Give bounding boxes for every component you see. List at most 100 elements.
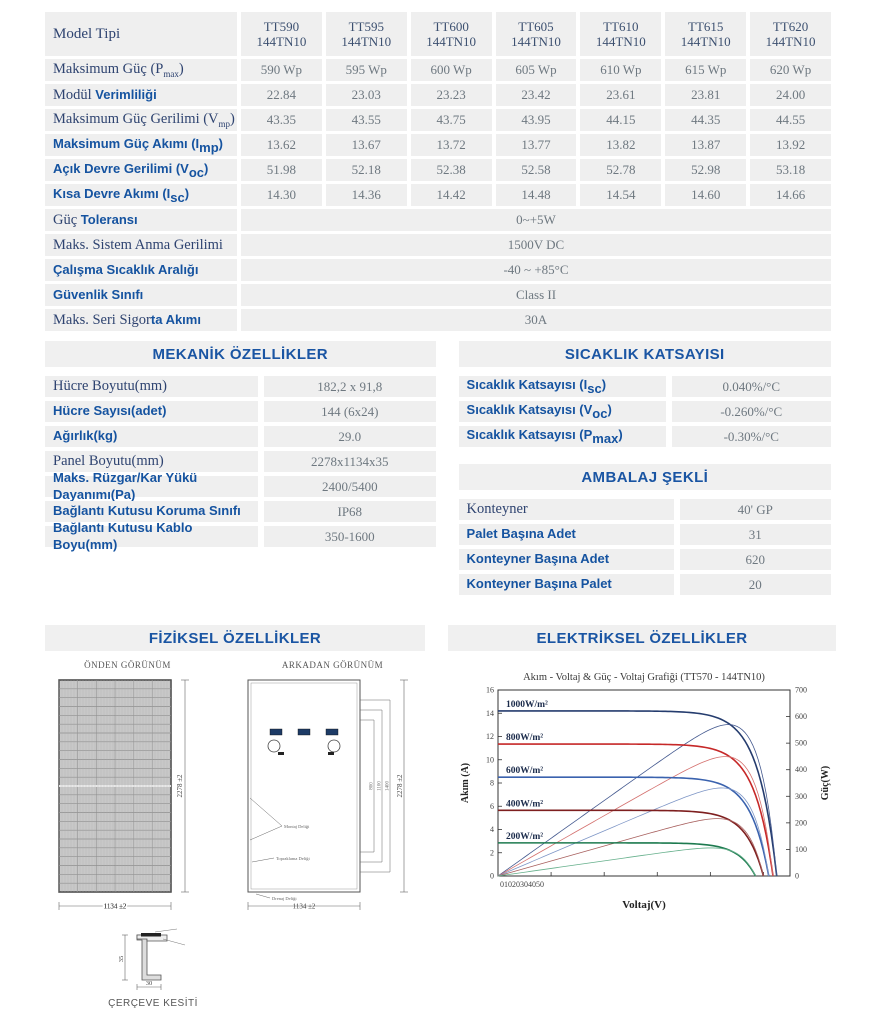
- spec-row-value: 144 (6x24): [264, 401, 436, 422]
- spec-value-cell: 52.58: [495, 159, 577, 181]
- spec-row: Konteyner 40' GP: [458, 499, 831, 520]
- spec-row-label: Maks. Sistem Anma Gerilimi: [45, 234, 237, 256]
- spec-row: Panel Boyutu(mm) 2278x1134x35: [45, 451, 436, 472]
- spec-value-cell: 14.30: [241, 184, 322, 206]
- frame-section-block: 35 30 ÇERÇEVE KESİTİ: [93, 927, 425, 1009]
- spec-row: Konteyner Başına Adet 620: [458, 549, 831, 570]
- spec-value-cell: 44.15: [580, 109, 662, 131]
- svg-text:Montaj Deliği: Montaj Deliği: [284, 824, 310, 829]
- spec-value-cell: 14.60: [665, 184, 747, 206]
- spec-value-cell: 14.42: [410, 184, 492, 206]
- svg-text:1100: 1100: [378, 781, 383, 791]
- svg-text:35: 35: [118, 956, 125, 963]
- spec-row: Modül Verimliliği 22.84 23.03 23.23 23.42 23.…: [45, 84, 831, 106]
- svg-text:1134 ±2: 1134 ±2: [104, 903, 127, 911]
- spec-row: Palet Başına Adet 31: [458, 524, 831, 545]
- svg-text:01020304050: 01020304050: [500, 880, 544, 889]
- spec-row-label: Çalışma Sıcaklık Aralığı: [45, 259, 237, 281]
- svg-text:200W/m²: 200W/m²: [506, 832, 543, 842]
- svg-text:500: 500: [795, 739, 807, 748]
- spec-value-cell: 14.66: [750, 184, 831, 206]
- spec-value-cell: 24.00: [750, 84, 831, 106]
- spec-value-cell: 43.75: [410, 109, 492, 131]
- svg-text:Akım - Voltaj & Güç - Voltaj G: Akım - Voltaj & Güç - Voltaj Grafiği (TT…: [523, 672, 765, 683]
- temperature-table: Sıcaklık Katsayısı (Isc) 0.040%/°C Sıcaklı…: [458, 376, 831, 447]
- svg-text:16: 16: [486, 686, 494, 695]
- spec-value-cell: 13.77: [495, 134, 577, 156]
- svg-text:400: 400: [795, 765, 807, 774]
- spec-row: Maksimum Güç Akımı (Imp) 13.62 13.67 13.72 1…: [45, 134, 831, 156]
- spec-value-cell: 52.98: [665, 159, 747, 181]
- spec-value-cell: 23.23: [410, 84, 492, 106]
- spec-value-cell: 23.42: [495, 84, 577, 106]
- spec-value-cell: 595 Wp: [325, 59, 407, 81]
- model-column-header: TT600 144TN10: [410, 12, 492, 56]
- spec-span-value: 0~+5W: [241, 209, 831, 231]
- model-table-header-label: Model Tipi: [45, 12, 237, 56]
- spec-row-value: 2278x1134x35: [264, 451, 436, 472]
- spec-row: Sıcaklık Katsayısı (Pmax) -0.30%/°C: [458, 426, 831, 447]
- spec-row-label: Konteyner Başına Adet: [458, 549, 674, 570]
- spec-value-cell: 23.03: [325, 84, 407, 106]
- svg-text:800: 800: [370, 782, 375, 790]
- spec-value-cell: 615 Wp: [665, 59, 747, 81]
- frame-section-caption: ÇERÇEVE KESİTİ: [108, 998, 198, 1009]
- spec-row-label: Hücre Sayısı(adet): [45, 401, 258, 422]
- spec-row-value: 40' GP: [679, 499, 831, 520]
- spec-row-label: Güvenlik Sınıfı: [45, 284, 237, 306]
- spec-row-label: Kısa Devre Akımı (Isc): [45, 184, 237, 206]
- svg-text:30: 30: [146, 980, 153, 987]
- svg-text:Güç(W): Güç(W): [820, 766, 831, 800]
- model-spec-table: Model Tipi TT590 144TN10 TT595 144TN10 TT600 1…: [45, 12, 831, 331]
- svg-text:600W/m²: 600W/m²: [506, 766, 543, 776]
- spec-row-label: Maksimum Güç Gerilimi (Vmp): [45, 109, 237, 131]
- spec-row: Sıcaklık Katsayısı (Voc) -0.260%/°C: [458, 401, 831, 422]
- spec-row: Kısa Devre Akımı (Isc) 14.30 14.36 14.42 14.…: [45, 184, 831, 206]
- svg-text:8: 8: [490, 779, 494, 788]
- spec-span-row: Maks. Seri Sigorta Akımı 30A: [45, 309, 831, 331]
- rear-view-label: ARKADAN GÖRÜNÜM: [281, 660, 384, 670]
- svg-text:6: 6: [490, 802, 494, 811]
- spec-value-cell: 600 Wp: [410, 59, 492, 81]
- svg-text:1134 ±2: 1134 ±2: [104, 903, 127, 911]
- spec-value-cell: 620 Wp: [750, 59, 831, 81]
- svg-text:200: 200: [795, 818, 807, 827]
- spec-value-cell: 13.62: [241, 134, 322, 156]
- spec-row: Hücre Boyutu(mm) 182,2 x 91,8: [45, 376, 436, 397]
- spec-value-cell: 52.78: [580, 159, 662, 181]
- svg-text:400W/m²: 400W/m²: [506, 799, 543, 809]
- spec-row: Açık Devre Gerilimi (Voc) 51.98 52.18 52.38…: [45, 159, 831, 181]
- svg-text:300: 300: [795, 792, 807, 801]
- spec-row: Maksimum Güç (Pmax) 590 Wp 595 Wp 600 Wp 605…: [45, 59, 831, 81]
- mechanical-table: Hücre Boyutu(mm) 182,2 x 91,8 Hücre Sayısı…: [45, 376, 436, 552]
- spec-span-value: 30A: [241, 309, 831, 331]
- spec-row-label: Konteyner: [458, 499, 674, 520]
- spec-value-cell: 43.35: [241, 109, 322, 131]
- spec-row-label: Ağırlık(kg): [45, 426, 258, 447]
- svg-text:Voltaj(V): Voltaj(V): [622, 899, 666, 911]
- spec-row-label: Sıcaklık Katsayısı (Voc): [458, 401, 666, 422]
- svg-text:2: 2: [490, 848, 494, 857]
- spec-value-cell: 52.18: [325, 159, 407, 181]
- spec-row-label: Maksimum Güç Akımı (Imp): [45, 134, 237, 156]
- spec-row-label: Maksimum Güç (Pmax): [45, 59, 237, 81]
- spec-span-value: Class II: [241, 284, 831, 306]
- spec-value-cell: 43.95: [495, 109, 577, 131]
- spec-row: Maks. Rüzgar/Kar Yükü Dayanımı(Pa) 2400/5…: [45, 470, 436, 502]
- front-view-block: ÖNDEN GÖRÜNÜM 2278 ±2 1134 ±2 1134 ±2: [45, 660, 210, 923]
- spec-row-value: 182,2 x 91,8: [264, 376, 436, 397]
- spec-span-row: Güvenlik Sınıfı Class II: [45, 284, 831, 306]
- svg-text:1400: 1400: [386, 781, 391, 792]
- temperature-section-title: SICAKLIK KATSAYISI: [458, 341, 831, 367]
- spec-row-label: Sıcaklık Katsayısı (Isc): [458, 376, 666, 397]
- svg-text:100: 100: [795, 845, 807, 854]
- spec-row-value: 0.040%/°C: [671, 376, 831, 397]
- spec-row-label: Maks. Rüzgar/Kar Yükü Dayanımı(Pa): [45, 470, 258, 502]
- spec-span-row: Maks. Sistem Anma Gerilimi 1500V DC: [45, 234, 831, 256]
- spec-value-cell: 590 Wp: [241, 59, 322, 81]
- spec-value-cell: 13.67: [325, 134, 407, 156]
- spec-row-label: Açık Devre Gerilimi (Voc): [45, 159, 237, 181]
- spec-value-cell: 44.35: [665, 109, 747, 131]
- spec-value-cell: 44.55: [750, 109, 831, 131]
